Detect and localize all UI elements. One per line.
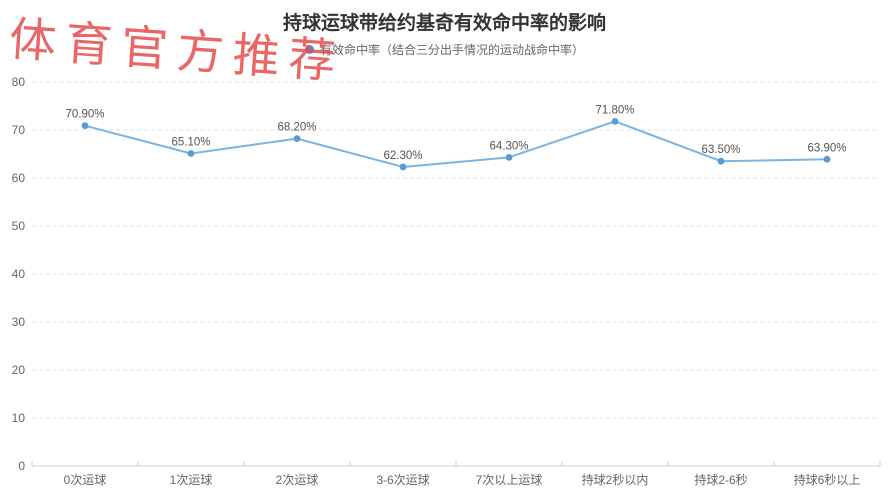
data-point[interactable] (505, 153, 513, 161)
x-axis-label: 3-6次运球 (376, 473, 429, 487)
data-point[interactable] (81, 122, 89, 130)
y-axis-label: 10 (12, 411, 26, 425)
legend-item[interactable]: 有效命中率（结合三分出手情况的运动战命中率） (0, 41, 889, 58)
data-label: 65.10% (171, 137, 210, 149)
legend-marker-icon (304, 45, 314, 54)
data-point[interactable] (823, 155, 831, 163)
data-label: 63.50% (701, 144, 740, 156)
y-axis-label: 40 (12, 267, 26, 281)
data-label: 63.90% (807, 142, 846, 154)
data-label: 62.30% (383, 150, 422, 162)
x-axis-label: 2次运球 (276, 473, 319, 487)
data-label: 64.30% (489, 140, 528, 152)
x-axis-label: 持球2-6秒 (694, 472, 747, 487)
x-axis-label: 7次以上运球 (476, 473, 543, 487)
data-point[interactable] (611, 117, 619, 125)
y-axis-label: 70 (12, 123, 26, 137)
data-point[interactable] (399, 163, 407, 171)
y-axis-label: 60 (12, 171, 26, 185)
data-label: 68.20% (277, 122, 316, 134)
y-axis-label: 20 (12, 363, 26, 377)
chart-title: 持球运球带给约基奇有效命中率的影响 (282, 13, 606, 34)
data-label: 71.80% (595, 104, 634, 116)
y-axis-label: 30 (12, 315, 26, 329)
data-label: 70.90% (65, 109, 104, 121)
y-axis-label: 0 (18, 459, 25, 473)
legend-label: 有效命中率（结合三分出手情况的运动战命中率） (319, 43, 584, 57)
x-axis-label: 持球6秒以上 (794, 472, 861, 487)
x-axis-label: 1次运球 (170, 473, 213, 487)
data-point[interactable] (717, 157, 725, 165)
data-point[interactable] (187, 150, 195, 157)
x-axis-label: 0次运球 (64, 473, 107, 487)
data-point[interactable] (293, 135, 301, 143)
y-axis-label: 80 (12, 75, 26, 89)
y-axis-label: 50 (12, 219, 26, 233)
x-axis-label: 持球2秒以内 (582, 472, 649, 487)
series-line (84, 120, 828, 168)
